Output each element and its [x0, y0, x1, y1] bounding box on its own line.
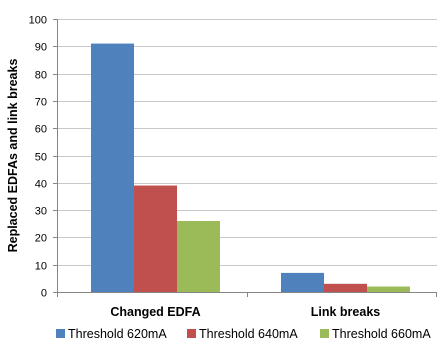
- legend: Threshold 620mA Threshold 640mA Threshold …: [56, 327, 431, 341]
- axes: [57, 19, 437, 297]
- bar-link-breaks-threshold-620ma: [281, 272, 324, 292]
- legend-swatch: [187, 329, 196, 338]
- y-axis-title: Replaced EDFAs and link breaks: [6, 59, 20, 253]
- y-tick-labels: 0 10 20 30 40 50 60 70 80 90 100: [29, 15, 47, 300]
- legend-label: Threshold 620mA: [68, 327, 167, 341]
- y-tick-label: 90: [35, 42, 47, 54]
- y-tick-label: 40: [35, 179, 47, 191]
- bar-changed-edfa-threshold-640ma: [134, 185, 177, 292]
- x-category-label: Link breaks: [311, 305, 381, 319]
- bar-changed-edfa-threshold-660ma: [177, 221, 220, 292]
- x-category-labels: Changed EDFA Link breaks: [110, 305, 380, 319]
- x-category-label: Changed EDFA: [110, 305, 200, 319]
- bar-link-breaks-threshold-640ma: [324, 283, 367, 292]
- y-tick-label: 30: [35, 206, 47, 218]
- bar-changed-edfa-threshold-620ma: [91, 43, 134, 292]
- y-tick-label: 20: [35, 233, 47, 245]
- y-tick-label: 10: [35, 261, 47, 273]
- y-tick-label: 0: [41, 288, 47, 300]
- legend-swatch: [56, 329, 65, 338]
- legend-label: Threshold 660mA: [332, 327, 431, 341]
- y-tick-label: 100: [29, 15, 47, 27]
- y-tick-label: 80: [35, 70, 47, 82]
- y-tick-label: 50: [35, 152, 47, 164]
- y-tick-label: 60: [35, 124, 47, 136]
- bars: [91, 43, 410, 292]
- bar-link-breaks-threshold-660ma: [367, 286, 410, 292]
- legend-swatch: [320, 329, 329, 338]
- y-tick-label: 70: [35, 97, 47, 109]
- legend-label: Threshold 640mA: [199, 327, 298, 341]
